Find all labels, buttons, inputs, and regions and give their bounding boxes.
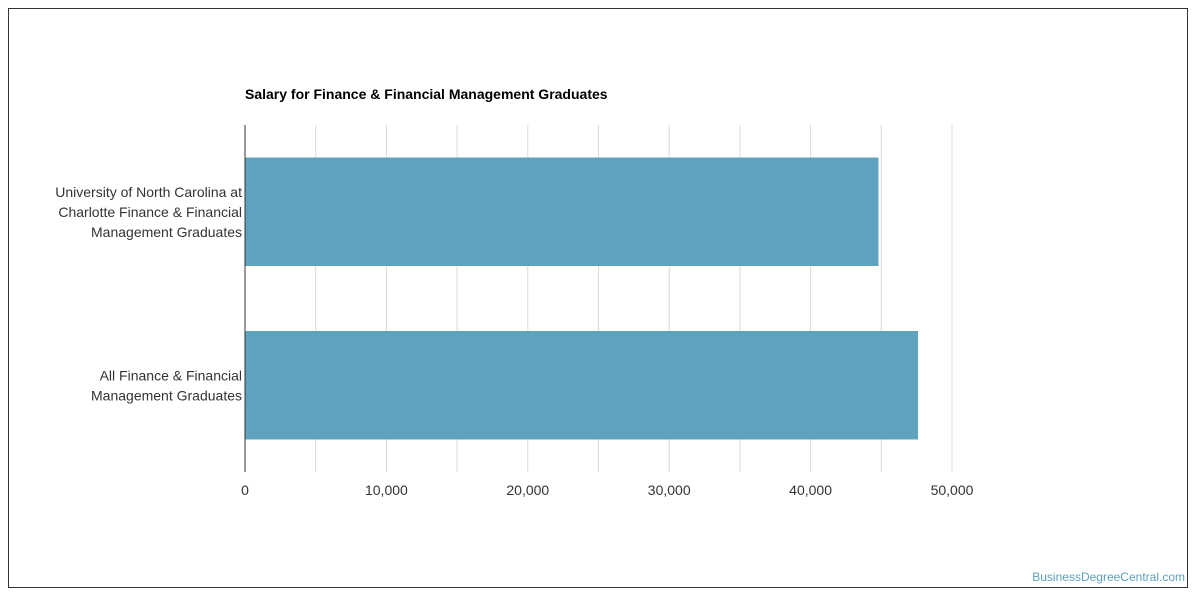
bars [245, 157, 919, 440]
x-tick-label: 30,000 [648, 482, 691, 498]
x-tick-label: 20,000 [506, 482, 549, 498]
x-tick-label: 50,000 [931, 482, 974, 498]
bar [245, 331, 919, 440]
category-label: All Finance & Financial Management Gradua… [91, 367, 242, 403]
bar [245, 157, 879, 266]
chart-title: Salary for Finance & Financial Managemen… [245, 86, 608, 102]
x-tick-label: 40,000 [789, 482, 832, 498]
x-tick-label: 0 [241, 482, 249, 498]
category-labels: University of North Carolina at Charlotte… [55, 184, 242, 404]
category-label: University of North Carolina at Charlotte… [55, 184, 242, 240]
x-tick-label: 10,000 [365, 482, 408, 498]
x-axis-ticks: 0 10,000 20,000 30,000 40,000 50,000 [241, 482, 974, 498]
watermark: BusinessDegreeCentral.com [1032, 570, 1185, 584]
